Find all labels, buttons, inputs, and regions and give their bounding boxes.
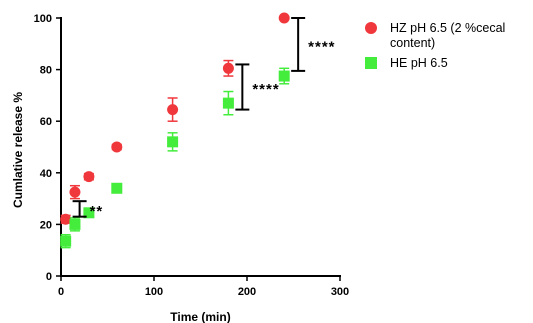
- circle-marker: [111, 141, 123, 153]
- circle-marker: [167, 104, 179, 116]
- square-marker: [83, 207, 95, 219]
- square-marker: [111, 182, 123, 194]
- x-tick-label: 0: [58, 286, 64, 298]
- x-axis-title: Time (min): [170, 310, 230, 323]
- x-tick-label: 300: [331, 286, 349, 298]
- data-marks: [60, 12, 290, 249]
- data-point: [222, 59, 234, 77]
- data-point: [69, 184, 81, 200]
- legend-square-marker: [365, 57, 377, 69]
- x-tick-label: 200: [238, 286, 256, 298]
- square-marker: [278, 70, 290, 82]
- significance-bracket: ****: [291, 17, 335, 72]
- x-tick-label: 100: [145, 286, 163, 298]
- data-point: [83, 171, 95, 183]
- y-tick-label: 80: [40, 65, 52, 77]
- significance-label: ****: [252, 81, 279, 98]
- y-tick-label: 40: [40, 168, 52, 180]
- circle-marker: [60, 213, 72, 225]
- square-marker: [222, 97, 234, 109]
- significance-bracket: **: [72, 200, 104, 220]
- data-point: [167, 97, 179, 122]
- data-point: [111, 141, 123, 153]
- data-point: [167, 132, 179, 152]
- legend-label: HZ pH 6.5 (2 %cecal content): [390, 21, 505, 50]
- data-point: [111, 182, 123, 194]
- y-axis-title: Cumlative release %: [11, 92, 25, 208]
- data-point: [222, 90, 234, 116]
- significance-label: ****: [308, 38, 335, 55]
- circle-marker: [278, 12, 290, 24]
- data-point: [69, 217, 81, 232]
- legend-label: HE pH 6.5: [390, 56, 448, 70]
- significance-bracket: ****: [235, 63, 279, 111]
- square-marker: [167, 136, 179, 148]
- legend-circle-marker: [365, 22, 377, 34]
- square-marker: [69, 218, 81, 230]
- legend-label-line: content): [390, 36, 435, 50]
- y-tick-label: 0: [46, 271, 52, 283]
- y-tick-label: 60: [40, 116, 52, 128]
- circle-marker: [83, 171, 95, 183]
- legend-item: HZ pH 6.5 (2 %cecal content): [365, 21, 505, 50]
- data-point: [278, 67, 290, 85]
- legend: HZ pH 6.5 (2 %cecal content) HE pH 6.5: [365, 21, 505, 70]
- y-tick-label: 20: [40, 219, 52, 231]
- circle-marker: [69, 186, 81, 198]
- square-marker: [60, 235, 72, 247]
- data-point: [278, 12, 290, 24]
- data-point: [60, 213, 72, 225]
- significance-brackets: **********: [72, 17, 335, 220]
- legend-label-line: HZ pH 6.5 (2 %cecal: [390, 21, 505, 35]
- circle-marker: [222, 62, 234, 74]
- axes: 0 100 200 300 0 20 40 60 80 100 Time (min) Cumlativ…: [11, 13, 349, 323]
- legend-item: HE pH 6.5: [365, 56, 448, 70]
- data-point: [60, 233, 72, 249]
- significance-label: **: [90, 203, 104, 220]
- y-tick-label: 100: [34, 13, 52, 25]
